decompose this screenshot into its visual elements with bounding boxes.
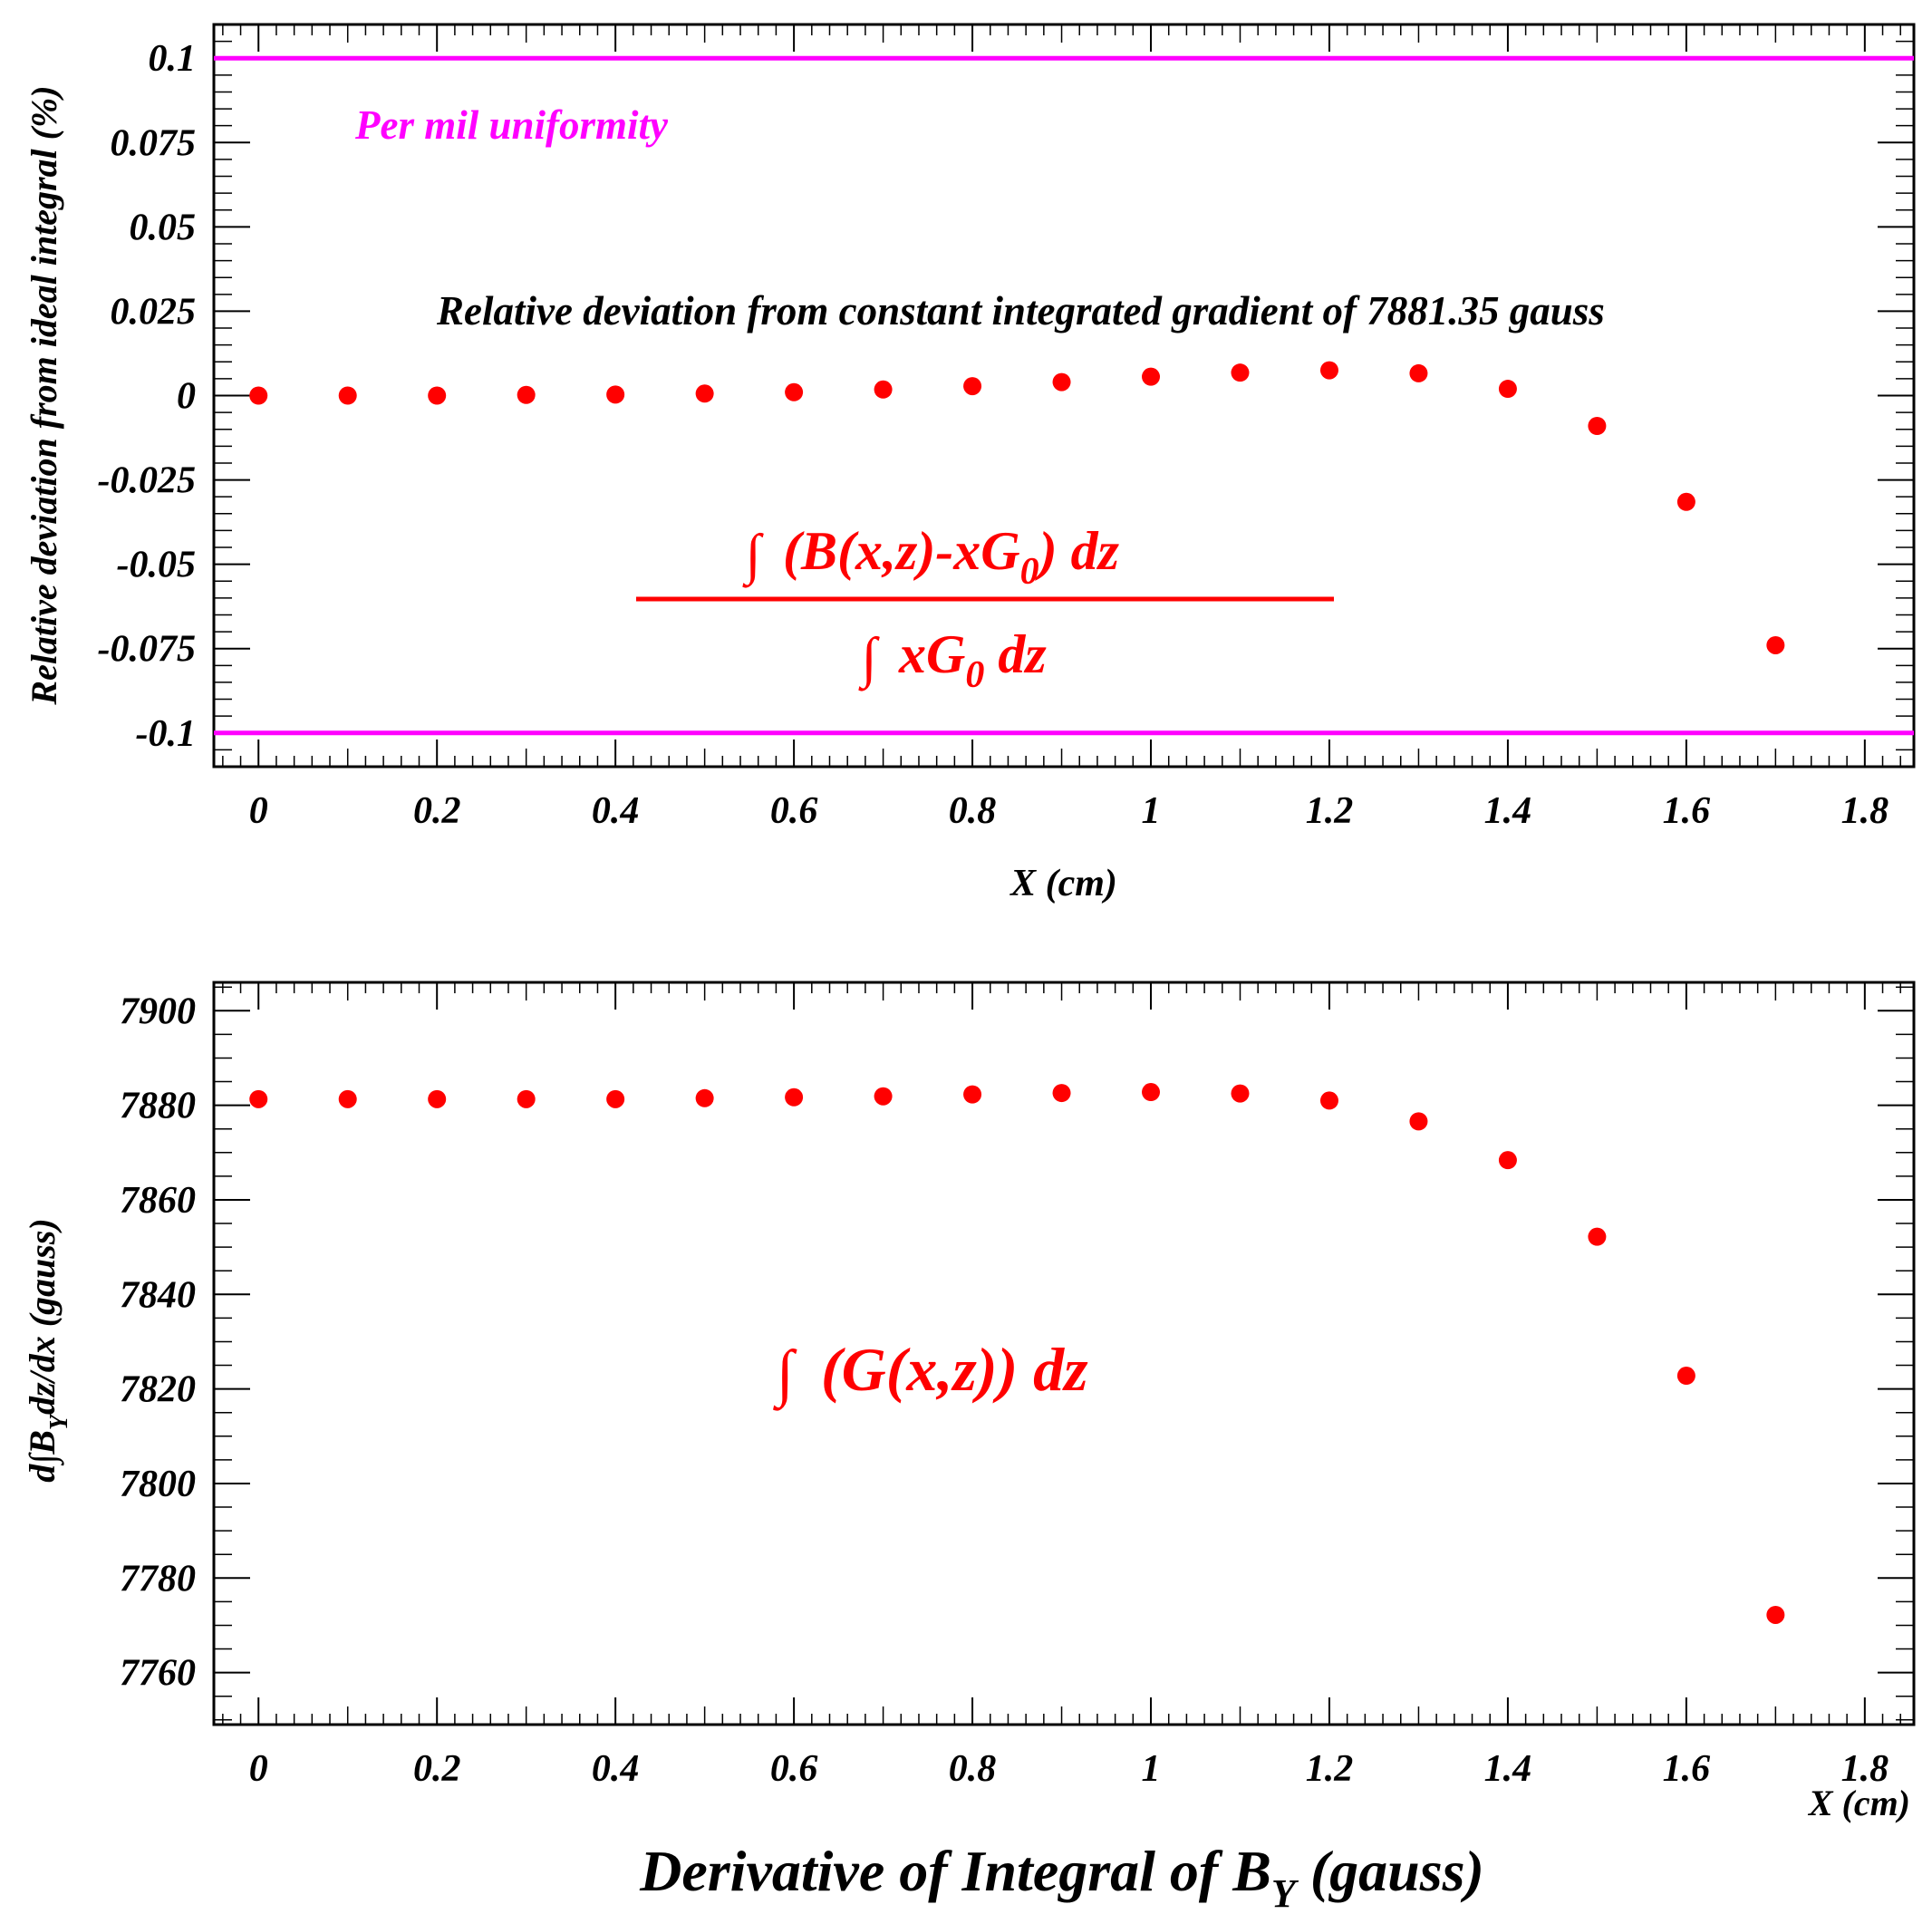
data-point (963, 1085, 982, 1104)
data-point (1676, 492, 1695, 511)
data-point (338, 1089, 357, 1108)
data-point (1766, 1605, 1785, 1624)
minor-ticks (214, 24, 1914, 767)
data-point (695, 1088, 714, 1107)
y-axis-label-top: Relative deviation from ideal integral (… (24, 85, 64, 705)
x-tick-label: 0 (249, 790, 268, 832)
y-tick-label: 7860 (120, 1180, 196, 1222)
y-tick-label: 7880 (120, 1086, 196, 1127)
x-tick-label: 0.8 (949, 1748, 997, 1790)
x-tick-label: 1.2 (1306, 1748, 1354, 1790)
data-point (249, 386, 268, 405)
data-point (874, 380, 893, 399)
x-tick-label: 0.2 (413, 790, 461, 832)
data-point (785, 1088, 804, 1107)
data-point (1676, 1367, 1695, 1386)
data-point (1588, 1227, 1607, 1246)
data-point (1231, 363, 1250, 382)
formula-denominator: xG0 dz (898, 624, 1047, 696)
x-axis-label-bottom: X (cm) (1807, 1783, 1910, 1823)
x-tick-label: 1.8 (1841, 790, 1889, 832)
y-tick-label: -0.1 (136, 713, 197, 755)
data-point (1319, 1091, 1338, 1110)
deviation-annotation: Relative deviation from constant integra… (436, 288, 1605, 334)
data-point (1498, 1151, 1517, 1170)
data-point (428, 386, 447, 405)
y-tick-label: -0.025 (98, 460, 197, 502)
x-tick-label: 1.4 (1484, 790, 1532, 832)
data-point (606, 1089, 625, 1108)
y-tick-label: 0.1 (149, 38, 197, 80)
y-tick-label: -0.05 (117, 545, 197, 586)
x-tick-label: 1.8 (1841, 1748, 1889, 1790)
y-axis-label-bottom: d∫BYdz/dx (gauss) (22, 1218, 73, 1482)
x-tick-label: 0.6 (770, 1748, 818, 1790)
data-point (695, 384, 714, 403)
formula-main: (G(x,z)) dz (821, 1335, 1088, 1404)
x-tick-label: 0.4 (592, 1748, 640, 1790)
y-axis-ticks: 7760 7780 7800 7820 7840 7860 7880 7900 (120, 991, 1914, 1695)
data-point (606, 385, 625, 404)
x-tick-label: 1.2 (1306, 790, 1354, 832)
x-tick-label: 1.6 (1663, 790, 1711, 832)
y-tick-label: 0 (177, 376, 196, 418)
formula-numerator: (B(x,z)-xG0) dz (783, 521, 1120, 593)
plot-frame (212, 981, 1916, 1726)
deviation-series (249, 361, 1785, 654)
y-tick-label: 7780 (120, 1558, 196, 1600)
x-tick-label: 0.6 (770, 790, 818, 832)
y-tick-label: 7760 (120, 1653, 196, 1695)
data-point (249, 1089, 268, 1108)
data-point (338, 386, 357, 405)
data-point (1319, 361, 1338, 380)
data-point (1409, 363, 1428, 382)
limit-label: Per mil uniformity (354, 102, 669, 148)
data-point (1231, 1084, 1250, 1103)
data-point (1142, 1083, 1161, 1102)
x-axis-ticks: 0 0.2 0.4 0.6 0.8 1 1.2 1.4 1.6 1.8 (249, 24, 1889, 832)
data-point (1052, 1084, 1071, 1103)
x-tick-label: 0.8 (949, 790, 997, 832)
x-axis-ticks: 0 0.2 0.4 0.6 0.8 1 1.2 1.4 1.6 1.8 (249, 982, 1889, 1790)
x-tick-label: 0.4 (592, 790, 640, 832)
x-tick-label: 1.6 (1663, 1748, 1711, 1790)
y-tick-label: 7840 (120, 1274, 196, 1316)
y-tick-label: -0.075 (98, 629, 197, 671)
data-point (1588, 417, 1607, 436)
y-tick-label: 7800 (120, 1464, 196, 1505)
gradient-series (249, 1083, 1785, 1624)
gradient-formula: ∫ (G(x,z)) dz (773, 1335, 1088, 1411)
y-tick-label: 0.075 (111, 122, 197, 164)
data-point (1052, 372, 1071, 392)
minor-ticks (214, 982, 1914, 1725)
data-point (517, 385, 536, 404)
y-tick-label: 0.025 (111, 291, 197, 333)
y-tick-label: 7900 (120, 991, 196, 1032)
plot-frame (212, 23, 1916, 768)
data-point (517, 1089, 536, 1108)
x-tick-label: 0.2 (413, 1748, 461, 1790)
integrated-gradient-panel: 0 0.2 0.4 0.6 0.8 1 1.2 1.4 1.6 1.8 7760778078007… (22, 981, 1916, 1823)
y-axis-ticks: -0.1 -0.075 -0.05 -0.025 0 0.025 0.05 0.075 0.1 (98, 38, 1914, 755)
data-point (874, 1087, 893, 1106)
figure-title: Derivative of Integral of BY (gauss) (639, 1839, 1484, 1914)
data-point (785, 382, 804, 401)
x-tick-label: 0 (249, 1748, 268, 1790)
x-tick-label: 1 (1142, 790, 1161, 832)
x-axis-label-top: X (cm) (1009, 863, 1117, 904)
data-point (1766, 635, 1785, 654)
x-tick-label: 1 (1142, 1748, 1161, 1790)
data-point (428, 1089, 447, 1108)
data-point (1409, 1112, 1428, 1131)
data-point (1498, 380, 1517, 399)
y-tick-label: 7820 (120, 1369, 196, 1411)
x-tick-label: 1.4 (1484, 1748, 1532, 1790)
data-point (963, 377, 982, 396)
relative-deviation-panel: 0 0.2 0.4 0.6 0.8 1 1.2 1.4 1.6 1.8 -0.1-0.075-0.… (24, 23, 1916, 904)
data-point (1142, 367, 1161, 386)
y-tick-label: 0.05 (130, 207, 197, 248)
